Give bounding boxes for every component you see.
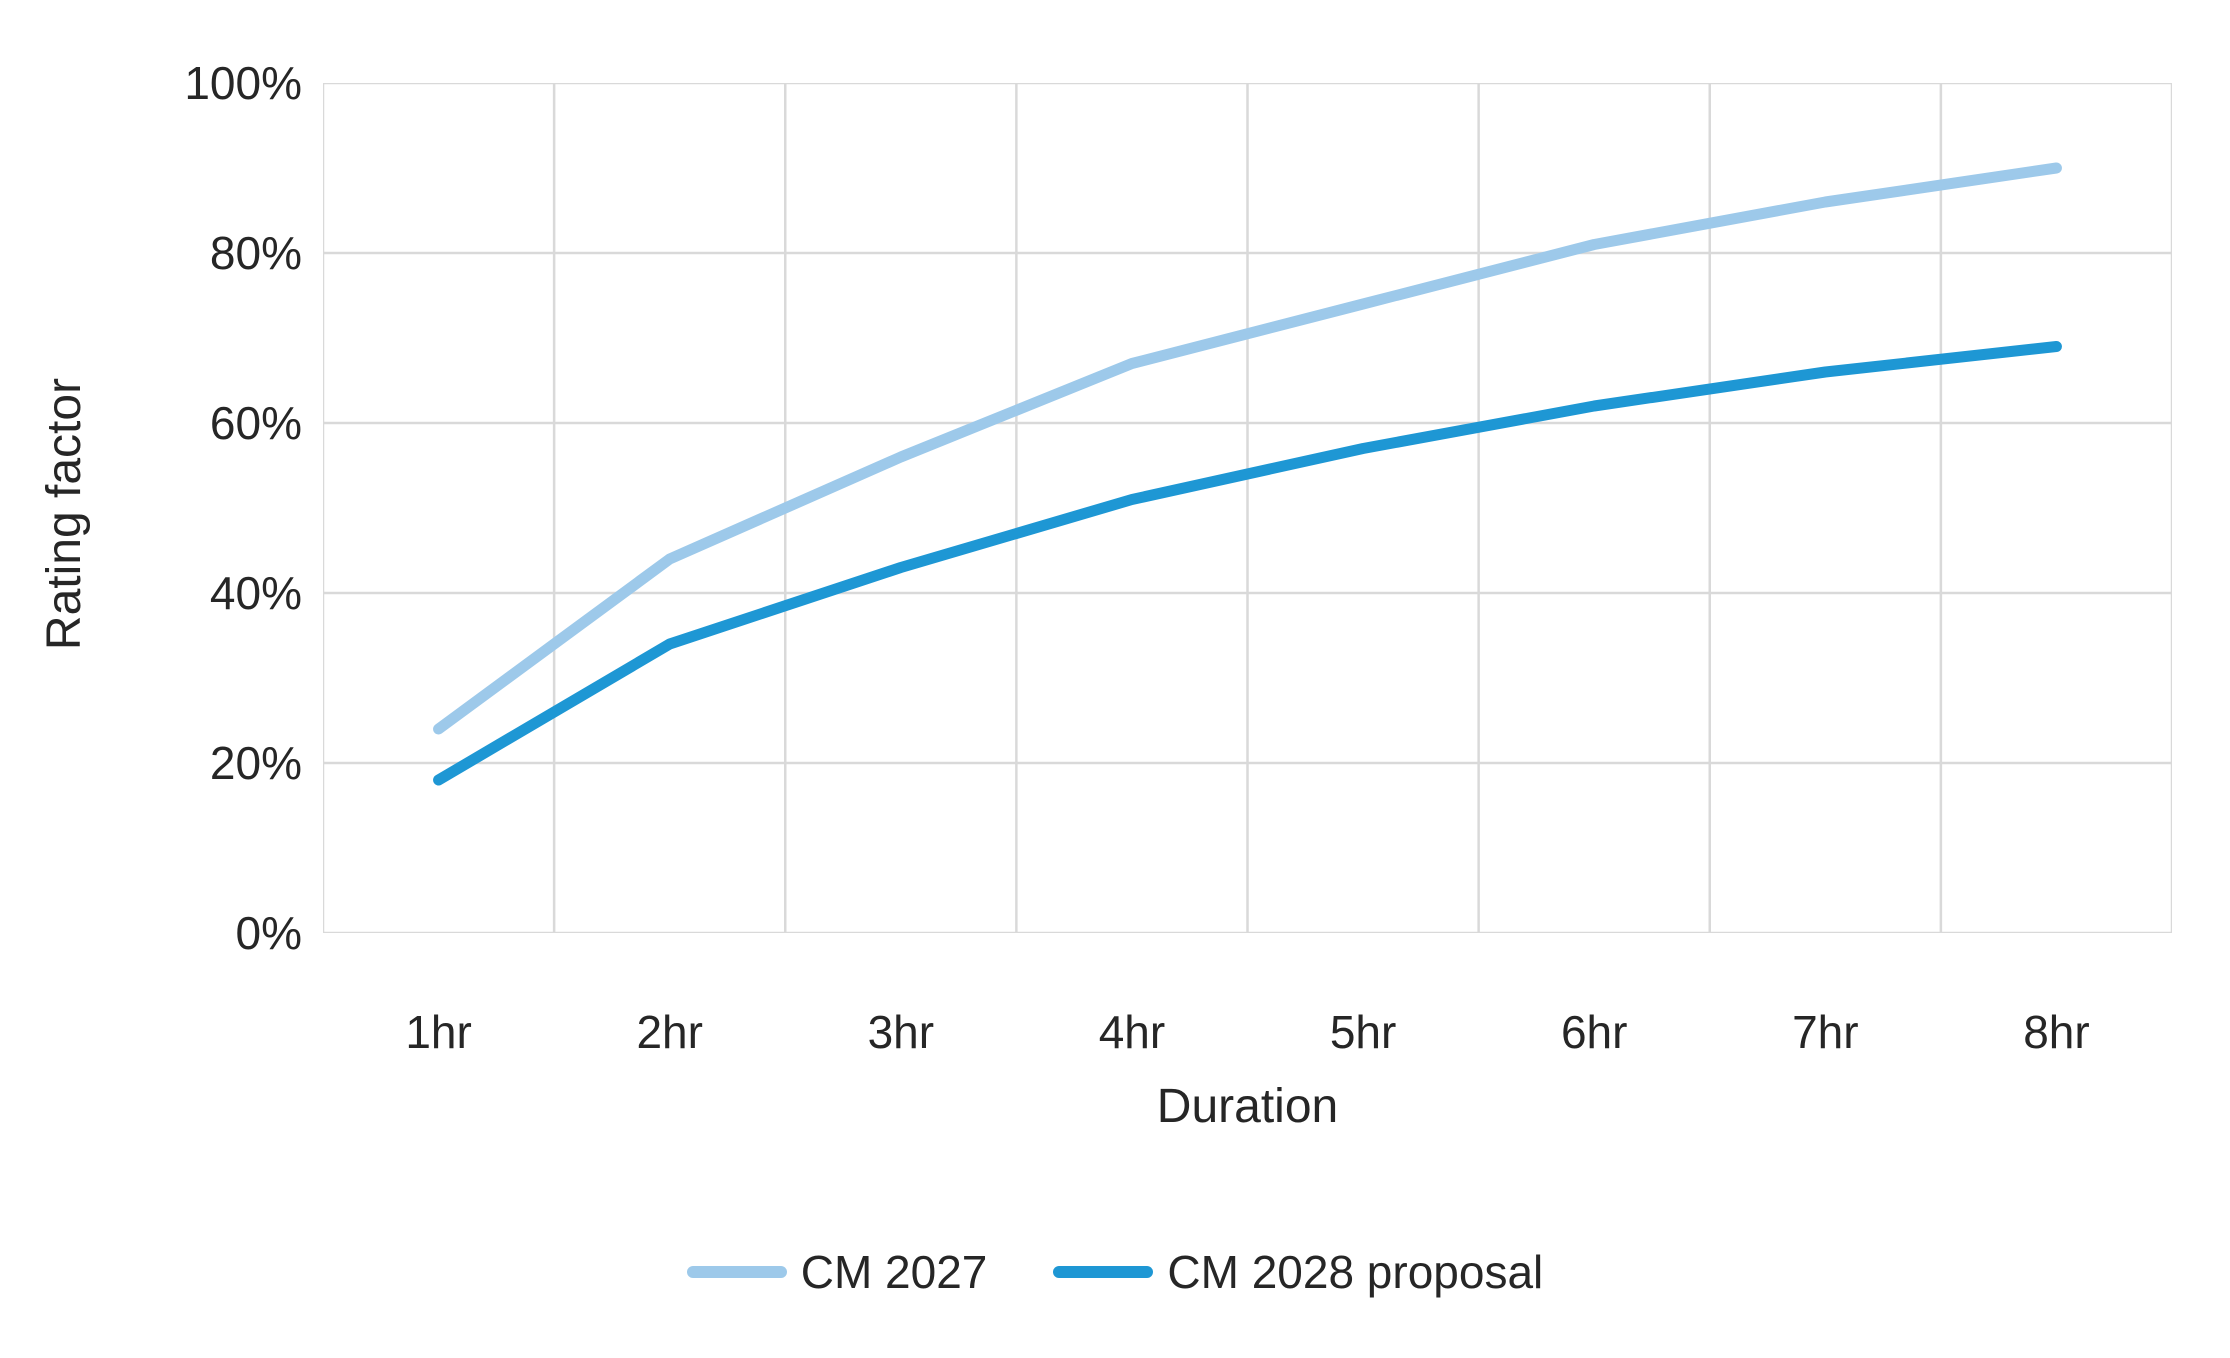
series-line-cm-2028-proposal	[433, 341, 2062, 786]
y-tick-label: 40%	[209, 567, 302, 619]
y-axis-title: Rating factor	[38, 377, 91, 651]
legend-swatch-cm-2027	[686, 1266, 787, 1278]
x-tick-label: 6hr	[1560, 1006, 1628, 1058]
legend-item-cm-2027: CM 2027	[686, 1240, 988, 1304]
y-tick-label: 0%	[235, 907, 302, 959]
legend-label-cm-2028-proposal: CM 2028 proposal	[1167, 1246, 1544, 1298]
legend-item-cm-2028-proposal: CM 2028 proposal	[1053, 1240, 1543, 1304]
x-tick-label: 1hr	[405, 1006, 472, 1058]
legend-swatch-cm-2028-proposal	[1053, 1266, 1154, 1278]
y-tick-label: 80%	[209, 227, 302, 279]
x-tick-label: 5hr	[1329, 1006, 1397, 1058]
series-line-cm-2027	[433, 162, 2062, 735]
x-tick-label: 7hr	[1792, 1006, 1859, 1058]
legend: CM 2027 CM 2028 proposal	[0, 1240, 2230, 1304]
y-tick-label: 60%	[209, 397, 302, 449]
legend-label-cm-2027: CM 2027	[800, 1246, 988, 1298]
x-tick-label: 4hr	[1098, 1006, 1166, 1058]
x-tick-label: 2hr	[636, 1006, 703, 1058]
y-tick-label: 100%	[184, 57, 302, 109]
y-tick-label: 20%	[209, 737, 302, 789]
plot-area	[323, 83, 2172, 933]
x-tick-label: 3hr	[867, 1006, 935, 1058]
x-axis-title: Duration	[1156, 1080, 1339, 1133]
x-tick-label: 8hr	[2023, 1006, 2090, 1058]
